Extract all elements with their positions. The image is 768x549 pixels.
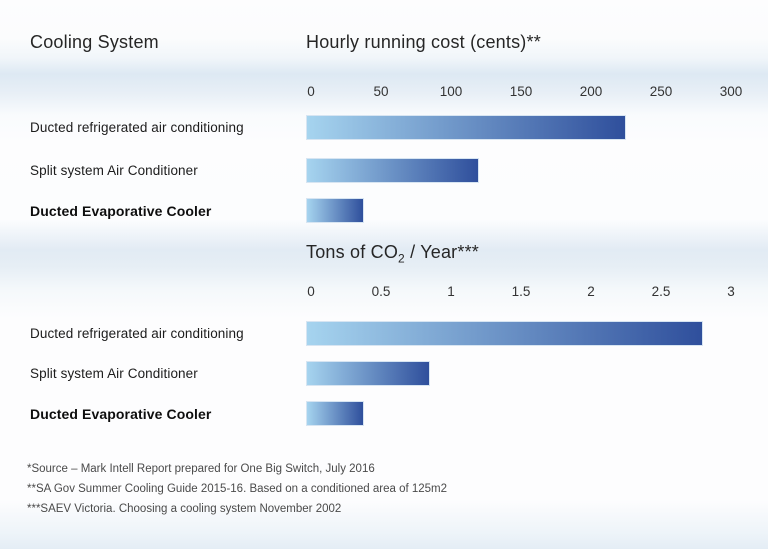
category-label: Ducted refrigerated air conditioning — [30, 120, 244, 135]
chart-row: Ducted Evaporative Cooler — [30, 198, 750, 223]
footnote-sa-gov: **SA Gov Summer Cooling Guide 2015-16. B… — [27, 483, 448, 495]
footnotes: *Source – Mark Intell Report prepared fo… — [27, 462, 447, 522]
axis-tick-label: 300 — [719, 84, 743, 99]
footnote-saev: ***SAEV Victoria. Choosing a cooling sys… — [27, 503, 342, 515]
axis-tick-label: 250 — [649, 84, 673, 99]
rows: Ducted refrigerated air conditioning Spli… — [30, 321, 750, 441]
bar — [306, 198, 364, 223]
axis-tick-label: 2 — [587, 284, 595, 299]
chart-title-co2: Tons of CO2 / Year*** — [306, 242, 479, 266]
bar — [306, 401, 364, 426]
bar — [306, 158, 479, 183]
chart-row: Ducted Evaporative Cooler — [30, 401, 750, 426]
axis-tick-label: 0.5 — [371, 284, 391, 299]
axis-tick-label: 3 — [727, 284, 735, 299]
chart-title-hourly-cost: Hourly running cost (cents)** — [306, 32, 541, 52]
axis-tick-label: 200 — [579, 84, 603, 99]
title-prefix: Tons of CO — [306, 242, 399, 262]
bar — [306, 115, 626, 140]
category-label: Split system Air Conditioner — [30, 163, 198, 178]
category-label: Ducted Evaporative Cooler — [30, 202, 212, 219]
footnote-source: *Source – Mark Intell Report prepared fo… — [27, 463, 375, 475]
axis-tick-label: 50 — [373, 84, 389, 99]
chart-row: Ducted refrigerated air conditioning — [30, 115, 750, 140]
chart-row: Split system Air Conditioner — [30, 158, 750, 183]
category-label: Ducted refrigerated air conditioning — [30, 326, 244, 341]
bar — [306, 321, 703, 346]
chart-row: Ducted refrigerated air conditioning — [30, 321, 750, 346]
axis-tick-label: 0 — [307, 284, 315, 299]
title-subscript: 2 — [398, 251, 405, 266]
category-label: Split system Air Conditioner — [30, 366, 198, 381]
axis-tick-label: 150 — [509, 84, 533, 99]
title-suffix: / Year*** — [404, 242, 479, 262]
rows: Ducted refrigerated air conditioning Spli… — [30, 115, 750, 223]
chart-row: Split system Air Conditioner — [30, 361, 750, 386]
axis: 0 50 100 150 200 250 300 — [306, 84, 746, 100]
axis-tick-label: 100 — [439, 84, 463, 99]
axis-tick-label: 1.5 — [511, 284, 531, 299]
axis: 0 0.5 1 1.5 2 2.5 3 — [306, 284, 746, 300]
cooling-system-header: Cooling System — [30, 32, 159, 52]
axis-tick-label: 0 — [307, 84, 315, 99]
bar — [306, 361, 430, 386]
axis-tick-label: 2.5 — [651, 284, 671, 299]
axis-tick-label: 1 — [447, 284, 455, 299]
category-label: Ducted Evaporative Cooler — [30, 405, 212, 422]
